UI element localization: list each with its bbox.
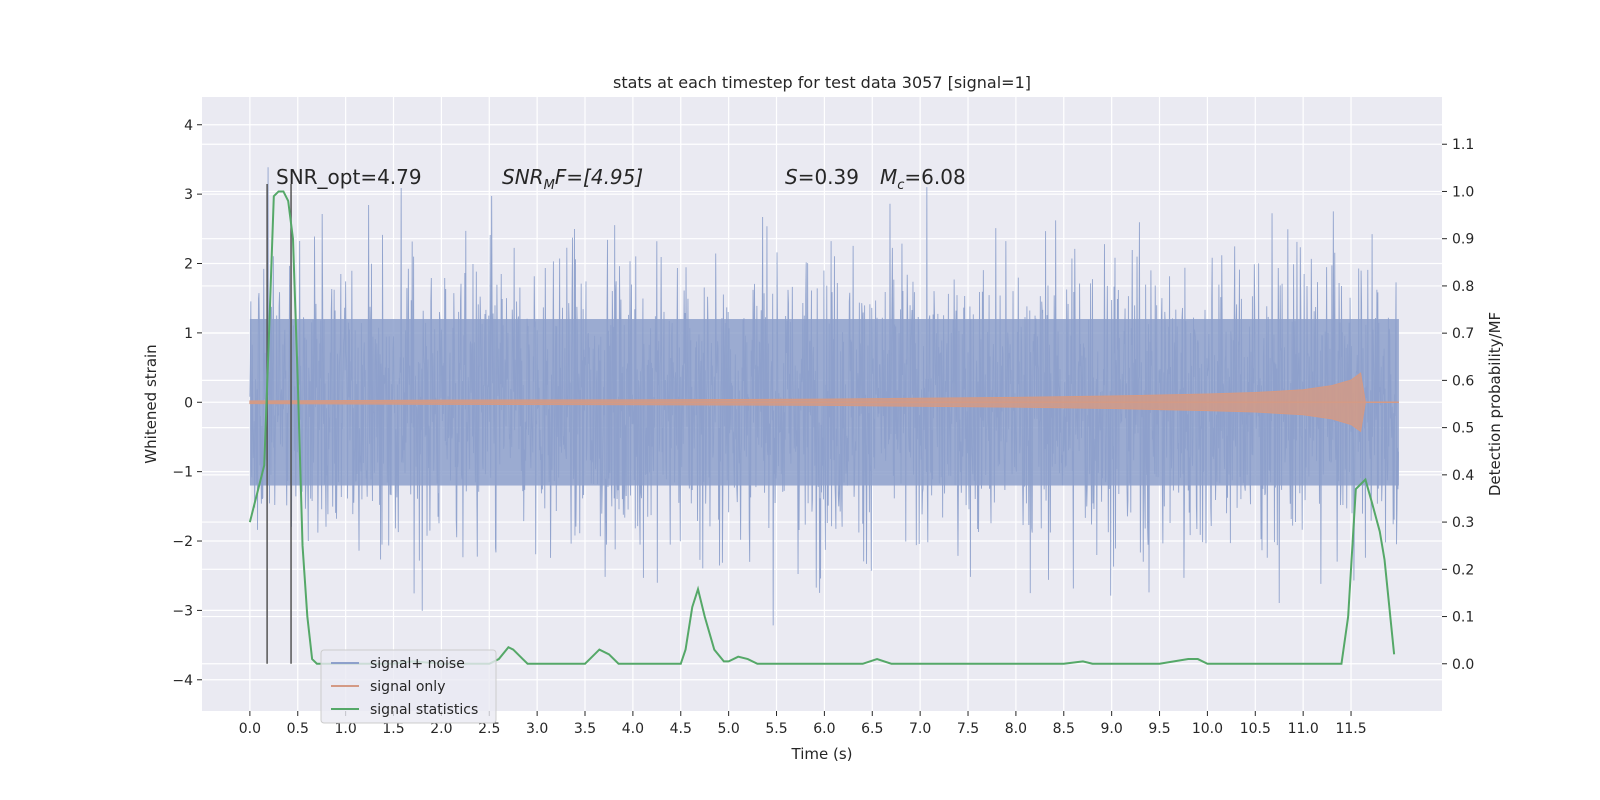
x-tick-label: 9.5: [1148, 721, 1170, 737]
legend-label-statistics: signal statistics: [370, 702, 478, 718]
x-tick-label: 2.5: [478, 721, 500, 737]
signal-statistics-series: [248, 190, 1396, 665]
y-axis-label: Whitened strain: [142, 344, 160, 463]
x-tick-label: 3.0: [526, 721, 548, 737]
y-tick-label: 0: [184, 395, 193, 411]
signal-statistics-line: [248, 190, 1396, 665]
annotation-snr-mf: SNRMF=[4.95]: [502, 165, 643, 193]
legend-label-noise: signal+ noise: [370, 656, 465, 672]
y2-tick-label: 0.0: [1452, 657, 1474, 673]
x-tick-label: 10.0: [1192, 721, 1223, 737]
mc-value: =6.08: [904, 165, 965, 189]
y-tick-label: 2: [184, 257, 193, 273]
annotation-mc: Mc=6.08: [880, 165, 966, 193]
y2-tick-label: 1.1: [1452, 137, 1474, 153]
y2-tick-label: 0.1: [1452, 610, 1474, 626]
y2-tick-label: 0.4: [1452, 468, 1474, 484]
x-tick-label: 3.5: [574, 721, 596, 737]
x-tick-label: 9.0: [1101, 721, 1123, 737]
y-tick-label: −4: [172, 673, 193, 689]
y2-tick-label: 0.5: [1452, 421, 1474, 437]
y-tick-label: −2: [172, 534, 193, 550]
x-tick-label: 0.0: [239, 721, 261, 737]
x-tick-label: 5.0: [718, 721, 740, 737]
x-tick-label: 7.0: [909, 721, 931, 737]
x-tick-label: 8.0: [1005, 721, 1027, 737]
y2-tick-label: 0.9: [1452, 232, 1474, 248]
mc-subscript: c: [897, 178, 904, 193]
annotation-s: S=0.39: [785, 165, 859, 189]
legend: signal+ noise signal only signal statist…: [320, 649, 497, 724]
y-tick-label: −3: [172, 603, 193, 619]
y2-axis-label: Detection probability/MF: [1486, 312, 1504, 496]
s-value: =0.39: [798, 165, 859, 189]
legend-box: [320, 649, 497, 724]
y-tick-label: −1: [172, 465, 193, 481]
y-axis-ticks: 4 3 2 1 0 −1 −2 −3 −4: [172, 118, 202, 689]
legend-label-signal: signal only: [370, 679, 445, 695]
annotation-snr-opt: SNR_opt=4.79: [276, 165, 422, 189]
x-tick-label: 11.5: [1335, 721, 1366, 737]
x-tick-label: 10.5: [1240, 721, 1271, 737]
y-tick-label: 3: [184, 187, 193, 203]
x-tick-label: 4.0: [622, 721, 644, 737]
x-tick-label: 4.5: [670, 721, 692, 737]
x-tick-label: 5.5: [765, 721, 787, 737]
x-tick-label: 0.5: [287, 721, 309, 737]
s-symbol: S: [785, 165, 798, 189]
x-tick-label: 8.5: [1053, 721, 1075, 737]
snr-mf-symbol: SNR: [502, 165, 544, 189]
x-axis-ticks: 0.0 0.5 1.0 1.5 2.0 2.5 3.0 3.5 4.0 4.5 5.0 5.5 6.0 6…: [239, 711, 1367, 737]
x-axis-label: Time (s): [791, 745, 853, 763]
y2-axis-ticks: 1.1 1.0 0.9 0.8 0.7 0.6 0.5 0.4 0.3 0.2 0.1 0.0: [1442, 137, 1474, 673]
x-tick-label: 2.0: [430, 721, 452, 737]
x-tick-label: 7.5: [957, 721, 979, 737]
y-tick-label: 4: [184, 118, 193, 134]
x-tick-label: 1.5: [382, 721, 404, 737]
mc-symbol: M: [880, 165, 897, 189]
vertical-markers: [266, 184, 292, 664]
y2-tick-label: 0.6: [1452, 373, 1474, 389]
x-tick-label: 6.0: [813, 721, 835, 737]
y-tick-label: 1: [184, 326, 193, 342]
y2-tick-label: 0.8: [1452, 279, 1474, 295]
y2-tick-label: 0.3: [1452, 515, 1474, 531]
chart-title: stats at each timestep for test data 305…: [613, 73, 1031, 92]
snr-mf-value: F=[4.95]: [555, 165, 643, 189]
signal-only-series: [249, 372, 1399, 433]
x-tick-label: 11.0: [1288, 721, 1319, 737]
y2-tick-label: 0.7: [1452, 326, 1474, 342]
snr-mf-subscript: M: [544, 178, 555, 193]
x-tick-label: 6.5: [861, 721, 883, 737]
y2-tick-label: 1.0: [1452, 184, 1474, 200]
y2-tick-label: 0.2: [1452, 562, 1474, 578]
x-tick-label: 1.0: [334, 721, 356, 737]
